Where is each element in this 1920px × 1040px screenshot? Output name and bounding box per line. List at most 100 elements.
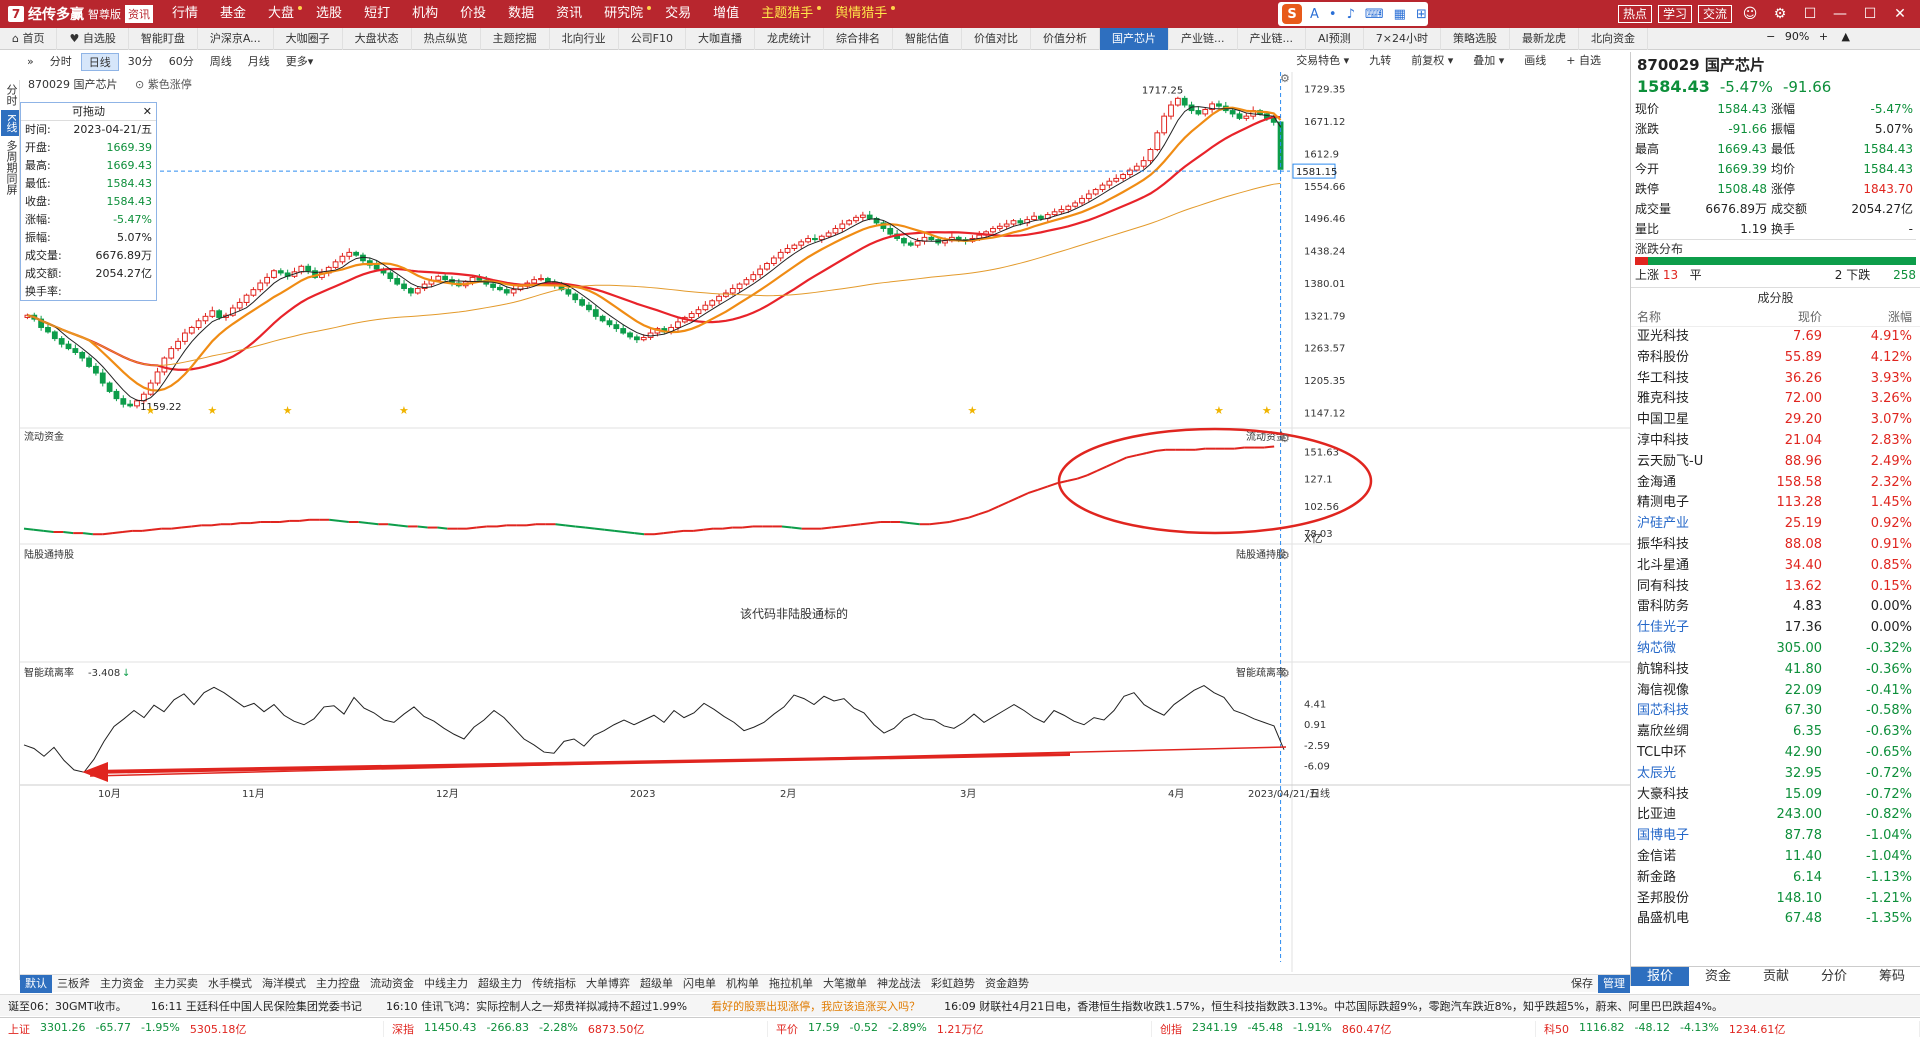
indicator-tab-0[interactable]: 默认: [20, 974, 52, 993]
constituent-row[interactable]: 国芯科技 67.30 -0.58%: [1631, 701, 1920, 722]
top-button-0[interactable]: 热点: [1617, 5, 1652, 23]
menu-item-2[interactable]: 大盘: [257, 0, 305, 28]
constituent-row[interactable]: 中国卫星 29.20 3.07%: [1631, 410, 1920, 431]
menu-highlight-1[interactable]: 舆情猎手: [824, 0, 898, 28]
nav-item-7[interactable]: 主题挖掘: [481, 27, 550, 50]
nav-item-14[interactable]: 价值对比: [962, 27, 1031, 50]
vtab-0[interactable]: 分时: [5, 84, 18, 106]
indicator-tab-11[interactable]: 大单博弈: [586, 976, 630, 990]
constituent-row[interactable]: 比亚迪 243.00 -0.82%: [1631, 805, 1920, 826]
chart-tool-2[interactable]: 前复权 ▾: [1411, 54, 1454, 67]
constituent-row[interactable]: 金海通 158.58 2.32%: [1631, 473, 1920, 494]
col-price[interactable]: 现价: [1797, 310, 1822, 324]
menu-item-3[interactable]: 选股: [316, 6, 343, 21]
nav-item-20[interactable]: 7×24小时: [1364, 27, 1441, 50]
indicator-tab-12[interactable]: 超级单: [640, 976, 673, 990]
indicator-tab-9[interactable]: 超级主力: [478, 976, 522, 990]
period-tab-2[interactable]: 30分: [127, 55, 153, 68]
constituent-row[interactable]: 同有科技 13.62 0.15%: [1631, 577, 1920, 598]
indicator-tab-16[interactable]: 大笔撤单: [823, 976, 867, 990]
close-window-icon[interactable]: ✕: [1894, 6, 1906, 22]
period-tab-6[interactable]: 更多▾: [285, 55, 314, 68]
ticker-item[interactable]: 16:10 佳讯飞鸿：实际控制人之一郑贵祥拟减持不超过1.99%: [385, 999, 688, 1013]
col-name[interactable]: 名称: [1637, 310, 1662, 324]
col-change[interactable]: 涨幅: [1887, 310, 1912, 324]
indicator-tab-15[interactable]: 拖拉机单: [769, 976, 813, 990]
constituent-row[interactable]: 雷科防务 4.83 0.00%: [1631, 597, 1920, 618]
info-box-header[interactable]: 可拖动 ✕: [21, 103, 156, 121]
indicator-tab-8[interactable]: 中线主力: [424, 976, 468, 990]
collapse-icon[interactable]: ▲: [1841, 30, 1850, 43]
quote-tab-4[interactable]: 筹码: [1878, 969, 1905, 984]
constituent-row[interactable]: 金信诺 11.40 -1.04%: [1631, 847, 1920, 868]
nav-item-18[interactable]: 产业链...: [1238, 27, 1306, 50]
settings-icon[interactable]: ⚙: [1773, 6, 1787, 22]
nav-item-21[interactable]: 策略选股: [1441, 27, 1510, 50]
constituent-row[interactable]: 淳中科技 21.04 2.83%: [1631, 431, 1920, 452]
ime-tool-icons[interactable]: A • ♪ ⌨ ▦ ⊞: [1310, 7, 1427, 22]
constituent-row[interactable]: 圣邦股份 148.10 -1.21%: [1631, 889, 1920, 910]
constituent-row[interactable]: 大豪科技 15.09 -0.72%: [1631, 785, 1920, 806]
ime-glyph-icon-3[interactable]: ⌨: [1364, 6, 1384, 22]
ime-glyph-icon-1[interactable]: •: [1328, 6, 1337, 22]
menu-item-9[interactable]: 研究院: [593, 0, 654, 28]
nav-item-2[interactable]: 智能盯盘: [129, 27, 198, 50]
top-button-2[interactable]: 交流: [1697, 5, 1732, 23]
chart-tool-1[interactable]: 九转: [1369, 54, 1392, 67]
indicator-action-1[interactable]: 管理: [1598, 974, 1630, 993]
zoom-level[interactable]: − 90% + ▲: [1766, 30, 1850, 43]
indicator-tab-7[interactable]: 流动资金: [370, 976, 414, 990]
zoom-minus-icon[interactable]: −: [1766, 30, 1776, 43]
period-tab-4[interactable]: 周线: [209, 55, 232, 68]
index-item[interactable]: 上证 3301.26 -65.77 -1.95% 5305.18亿: [0, 1021, 384, 1037]
ticker-item[interactable]: 16:09 财联社4月21日电，香港恒生指数收跌1.57%，恒生科技指数跌3.1…: [944, 999, 1723, 1013]
constituent-row[interactable]: 雅克科技 72.00 3.26%: [1631, 389, 1920, 410]
chart-canvas[interactable]: 1729.35 1671.12 1612.9 1554.66 1496.46 1438.2…: [20, 72, 1630, 972]
menu-item-4[interactable]: 短打: [364, 6, 391, 21]
nav-item-19[interactable]: AI预测: [1306, 27, 1364, 50]
constituent-row[interactable]: 亚光科技 7.69 4.91%: [1631, 327, 1920, 348]
constituent-row[interactable]: 晶盛机电 67.48 -1.35%: [1631, 909, 1920, 930]
toolbar-expand-icon[interactable]: »: [27, 55, 34, 68]
nav-item-11[interactable]: 龙虎统计: [755, 27, 824, 50]
quote-tab-3[interactable]: 分价: [1820, 969, 1847, 984]
restore-icon[interactable]: ☐: [1803, 6, 1817, 22]
chart-tool-4[interactable]: 画线: [1524, 54, 1547, 67]
vtab-2[interactable]: 多周期同屏: [5, 140, 18, 196]
indicator-action-0[interactable]: 保存: [1571, 976, 1593, 990]
ime-logo-icon[interactable]: S: [1282, 4, 1302, 24]
nav-item-17[interactable]: 产业链...: [1169, 27, 1238, 50]
constituent-row[interactable]: 北斗星通 34.40 0.85%: [1631, 556, 1920, 577]
menu-item-5[interactable]: 机构: [412, 6, 439, 21]
constituent-row[interactable]: 国博电子 87.78 -1.04%: [1631, 826, 1920, 847]
menu-highlight-0[interactable]: 主题猎手: [750, 0, 824, 28]
indicator-tab-19[interactable]: 资金趋势: [985, 976, 1029, 990]
chart-tool-3[interactable]: 叠加 ▾: [1473, 54, 1505, 67]
chart-tool-5[interactable]: + 自选: [1566, 54, 1601, 67]
ime-toolbar[interactable]: S A • ♪ ⌨ ▦ ⊞: [1278, 2, 1428, 26]
constituent-row[interactable]: 精测电子 113.28 1.45%: [1631, 493, 1920, 514]
user-icon[interactable]: ☺: [1742, 6, 1758, 22]
indicator-tab-4[interactable]: 水手模式: [208, 976, 252, 990]
menu-item-7[interactable]: 数据: [508, 6, 535, 21]
period-tab-5[interactable]: 月线: [247, 55, 270, 68]
period-tab-1[interactable]: 日线: [80, 53, 119, 71]
indicator-tab-1[interactable]: 三板斧: [57, 976, 90, 990]
indicator-tab-10[interactable]: 传统指标: [532, 976, 576, 990]
ime-glyph-icon-0[interactable]: A: [1310, 6, 1319, 22]
constituent-row[interactable]: 仕佳光子 17.36 0.00%: [1631, 618, 1920, 639]
menu-item-11[interactable]: 增值: [713, 6, 740, 21]
menu-item-1[interactable]: 基金: [220, 6, 247, 21]
ohlc-info-box[interactable]: 可拖动 ✕ 时间: 2023-04-21/五 开盘: 1669.39 最高: 1669.4…: [20, 102, 157, 301]
minimize-icon[interactable]: —: [1833, 6, 1847, 22]
indicator-tab-18[interactable]: 彩虹趋势: [931, 976, 975, 990]
constituent-row[interactable]: 帝科股份 55.89 4.12%: [1631, 348, 1920, 369]
constituent-row[interactable]: 华工科技 36.26 3.93%: [1631, 369, 1920, 390]
nav-item-9[interactable]: 公司F10: [619, 27, 686, 50]
constituent-row[interactable]: 海信视像 22.09 -0.41%: [1631, 681, 1920, 702]
app-badge[interactable]: 资讯: [125, 5, 153, 23]
menu-item-10[interactable]: 交易: [665, 6, 692, 21]
constituent-row[interactable]: 嘉欣丝绸 6.35 -0.63%: [1631, 722, 1920, 743]
nav-item-15[interactable]: 价值分析: [1031, 27, 1100, 50]
constituent-row[interactable]: 云天励飞-U 88.96 2.49%: [1631, 452, 1920, 473]
